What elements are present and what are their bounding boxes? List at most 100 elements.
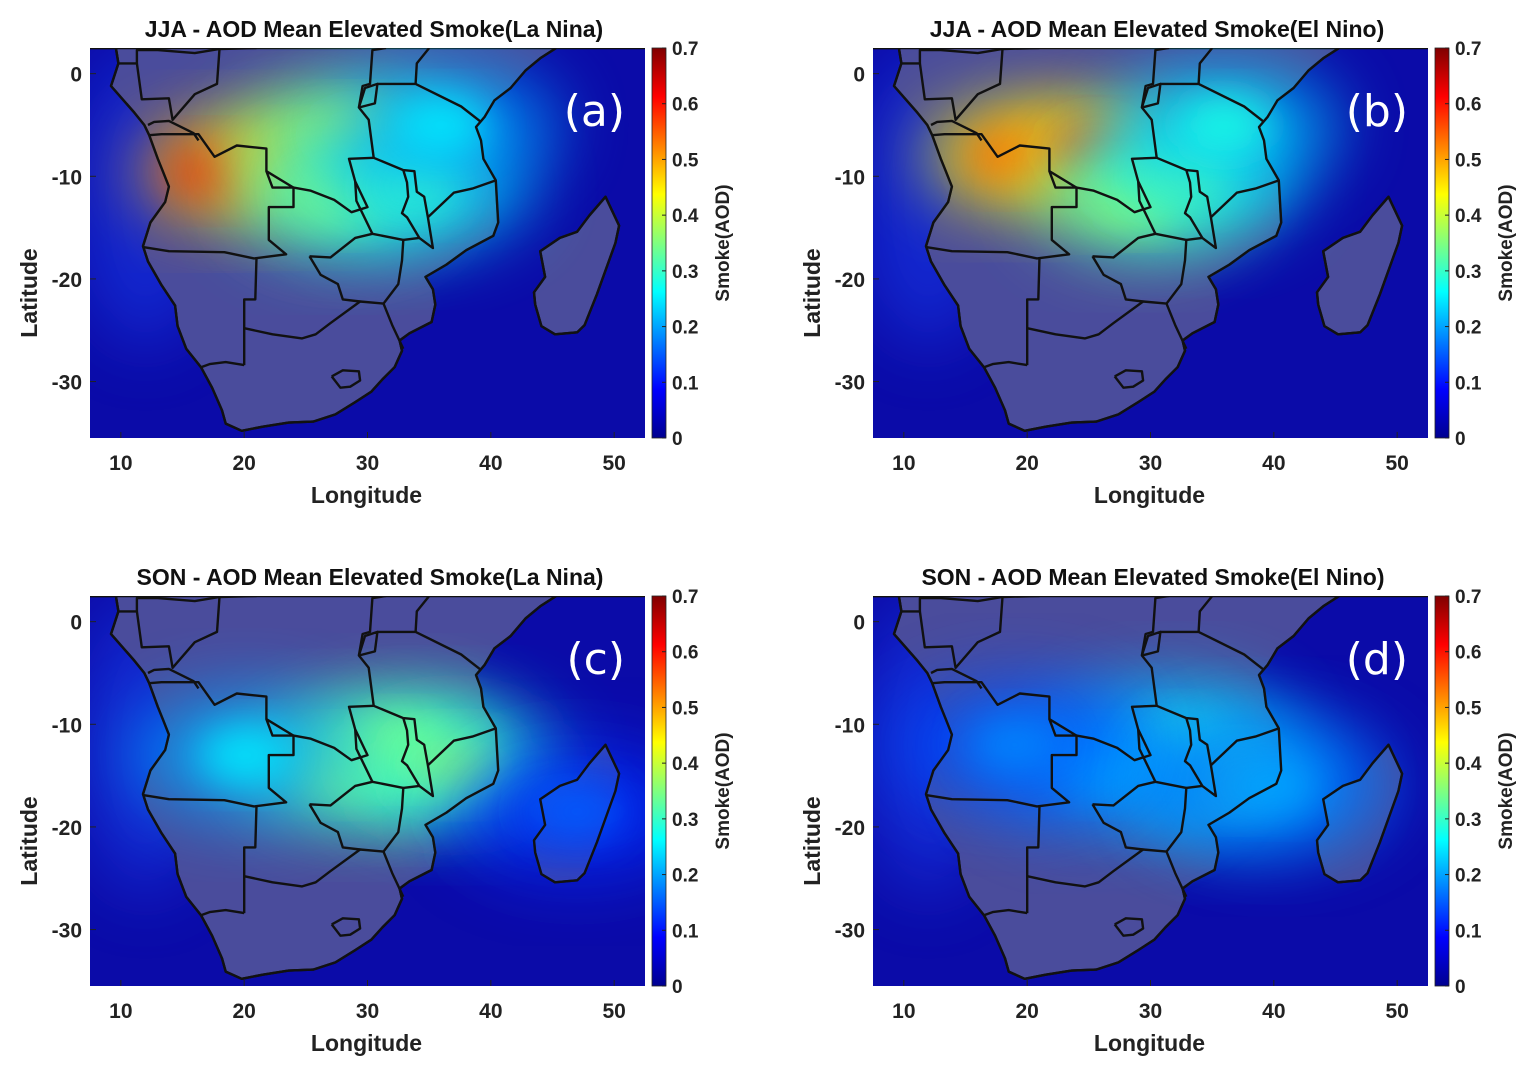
country-border	[308, 255, 361, 303]
colorbar-tick-label: 0.7	[1455, 587, 1481, 608]
colorbar-tick-label: 0	[672, 977, 683, 998]
country-border	[1140, 596, 1170, 706]
y-tick-label: -10	[835, 714, 865, 737]
country-border	[243, 848, 405, 898]
panel-label: (d)	[1346, 634, 1408, 685]
country-border	[265, 704, 374, 762]
y-tick-label: -10	[52, 166, 82, 189]
colorbar-tick-label: 0.2	[1455, 866, 1481, 887]
country-border	[414, 48, 431, 84]
country-border	[330, 917, 362, 937]
coastline	[90, 48, 557, 432]
country-border	[354, 729, 374, 783]
country-border	[357, 48, 387, 158]
chart-title: JJA - AOD Mean Elevated Smoke(El Nino)	[930, 16, 1385, 42]
country-border	[1186, 784, 1203, 790]
colorbar-tick-label: 0.3	[1455, 810, 1481, 831]
country-border	[427, 179, 497, 219]
colorbar-tick-label: 0.3	[1455, 262, 1481, 283]
y-axis-label: Latitude	[799, 248, 825, 337]
colorbar-tick-label: 0.4	[672, 754, 699, 775]
colorbar-tick-label: 0.5	[672, 150, 699, 171]
x-tick-label: 20	[232, 452, 255, 475]
country-border	[1160, 630, 1265, 671]
country-border	[930, 119, 983, 142]
x-tick-label: 50	[1385, 1000, 1408, 1023]
smoke-hotspot	[1178, 96, 1271, 153]
x-tick-label: 30	[1139, 452, 1162, 475]
colorbar	[651, 595, 667, 987]
colorbar-tick-label: 0	[1455, 977, 1466, 998]
colorbar-tick-label: 0.1	[672, 921, 699, 942]
colorbar-tick-label: 0.3	[672, 262, 698, 283]
country-border	[1026, 257, 1041, 366]
country-border	[200, 360, 245, 369]
x-axis-label: Longitude	[311, 482, 422, 508]
panel-b: JJA - AOD Mean Elevated Smoke(El Nino) (b…	[799, 16, 1517, 508]
y-tick-label: -30	[835, 372, 865, 395]
country-border	[1092, 780, 1188, 853]
country-border	[135, 48, 221, 121]
madagascar-coastline	[1315, 195, 1404, 336]
country-border	[1092, 232, 1188, 305]
country-border	[1160, 82, 1265, 123]
colorbar-tick-label: 0.4	[1455, 206, 1482, 227]
panel-label: (b)	[1346, 86, 1408, 137]
country-border	[1197, 48, 1214, 84]
country-border	[265, 156, 374, 214]
country-border	[1156, 704, 1218, 798]
y-axis-label: Latitude	[16, 248, 42, 337]
y-tick-label: -20	[52, 817, 82, 840]
country-border	[983, 360, 1028, 369]
country-border	[135, 596, 221, 669]
country-border	[1186, 236, 1203, 242]
colorbar-tick-label: 0.5	[1455, 150, 1482, 171]
colorbar-tick-label: 0.6	[1455, 95, 1481, 116]
colorbar-tick-label: 0.6	[672, 95, 698, 116]
panel-label: (c)	[566, 634, 625, 685]
y-tick-label: 0	[70, 64, 82, 87]
panel-a: JJA - AOD Mean Elevated Smoke(La Nina) (a…	[16, 16, 734, 508]
smoke-hotspot	[968, 716, 1061, 773]
country-border	[1210, 179, 1280, 219]
y-tick-label: 0	[70, 612, 82, 635]
country-border	[309, 232, 405, 305]
colorbar-tick-label: 0.7	[672, 39, 698, 60]
country-borders	[873, 48, 1404, 432]
colorbar-tick-label: 0.7	[1455, 39, 1481, 60]
colorbar-label: Smoke(AOD)	[1496, 184, 1517, 301]
panel-label: (a)	[564, 86, 625, 137]
colorbar-tick-label: 0.6	[1455, 643, 1481, 664]
country-border	[1048, 156, 1157, 214]
colorbar-tick-label: 0.4	[672, 206, 699, 227]
y-tick-label: -30	[52, 372, 82, 395]
x-tick-label: 30	[1139, 1000, 1162, 1023]
coastline	[873, 596, 1340, 980]
map-area	[873, 596, 1428, 986]
panel-c: SON - AOD Mean Elevated Smoke(La Nina) (c…	[16, 564, 734, 1056]
country-border	[918, 596, 1004, 669]
country-border	[373, 156, 435, 250]
colorbar-tick-label: 0.2	[672, 866, 698, 887]
country-border	[309, 780, 405, 853]
madagascar-coastline	[532, 195, 621, 336]
country-border	[308, 803, 361, 851]
x-tick-label: 40	[479, 1000, 502, 1023]
y-tick-label: -20	[835, 817, 865, 840]
smoke-hotspot	[198, 727, 291, 784]
coastline	[90, 596, 557, 980]
country-border	[1113, 369, 1145, 389]
y-tick-label: -10	[835, 166, 865, 189]
y-tick-label: 0	[853, 612, 865, 635]
y-tick-label: 0	[853, 64, 865, 87]
country-border	[1210, 727, 1280, 767]
colorbar-tick-label: 0.3	[672, 810, 698, 831]
colorbar-tick-label: 0.1	[672, 373, 699, 394]
x-tick-label: 10	[892, 1000, 915, 1023]
country-border	[1137, 729, 1157, 783]
x-tick-label: 40	[1262, 452, 1285, 475]
map-area	[90, 596, 645, 986]
x-tick-label: 50	[602, 452, 625, 475]
colorbar-tick-label: 0.6	[672, 643, 698, 664]
smoke-hotspot	[395, 96, 488, 153]
